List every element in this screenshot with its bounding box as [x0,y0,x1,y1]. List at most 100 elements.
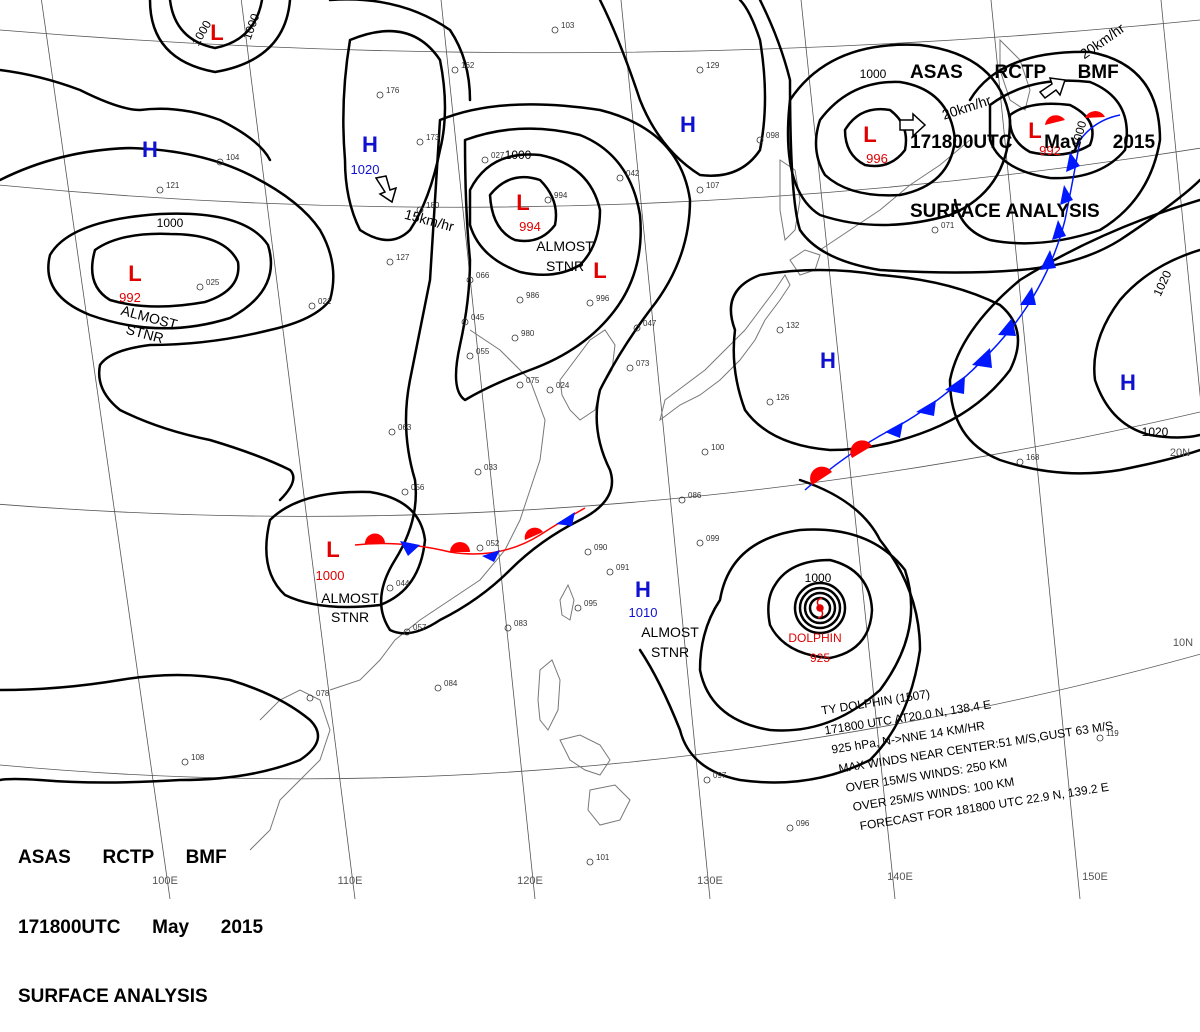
isobar-994-inner [488,175,558,243]
isobar-label: 1000 [1069,119,1090,149]
isobar-992ne-inner [1008,102,1094,157]
station-marker [584,548,592,556]
high-pressure-center: H [142,137,158,162]
station-marker [776,326,784,334]
isobar-east-1020 [1093,248,1200,439]
isobar-ty-5 [767,558,874,660]
station-pressure-label: 096 [796,819,810,828]
isobar-label: 1000 [805,571,832,585]
isobar-994-outermost [379,103,692,635]
high-pressure-center: H [635,577,651,602]
warm-front-symbol [850,440,872,458]
cold-front-symbol [916,400,936,416]
lon-label: 110E [338,875,363,887]
coast-hokkaido [789,249,821,276]
station-marker [678,496,686,504]
station-marker [401,488,409,496]
station-marker [461,318,469,326]
lat-label: 10N [1173,637,1193,649]
isobar-left-outer [0,146,335,502]
motion-arrows [374,77,1066,204]
station-pressure-label: 045 [471,313,485,322]
station-marker [574,604,582,612]
station-marker [756,136,764,144]
cold-front-symbol [1060,185,1073,205]
station-pressure-label: 095 [584,599,598,608]
header-top-right: ASAS RCTP BMF 171800UTC May 2015 SURFACE… [910,15,1155,247]
cold-front-symbol [945,376,965,394]
station-marker [516,296,524,304]
station-pressure-label: 996 [596,294,610,303]
station-marker [181,758,189,766]
coast-luzon [537,659,561,731]
station-pressure-label: 104 [226,153,240,162]
header-title: SURFACE ANALYSIS [910,201,1100,223]
isobar-1000-low [265,490,427,609]
station-pressure-label: 047 [643,319,657,328]
station-marker [633,324,641,332]
cold-front-symbol [1066,152,1080,172]
station-marker [1096,734,1104,742]
station-pressure-label: 075 [526,376,540,385]
station-pressure-label: 084 [444,679,458,688]
station-marker [626,364,634,372]
station-marker [696,539,704,547]
station-pressure-label: 066 [476,271,490,280]
station-marker [416,138,424,146]
station-pressure-label: 052 [486,539,500,548]
station-marker [386,258,394,266]
header-bottom-left: ASAS RCTP BMF 171800UTC May 2015 SURFACE… [18,800,263,1032]
station-pressure-label: 103 [561,21,575,30]
coast-taiwan [559,583,575,621]
cold-front-symbol [482,550,500,562]
station-pressure-label: 097 [713,771,727,780]
coast-indochina [249,689,331,851]
station-pressure-label: 107 [706,181,720,190]
station-marker [586,858,594,866]
high-pressure-value: 1020 [351,162,380,177]
isobar-label: 1000 [505,148,532,162]
low-pressure-center: L [128,261,141,286]
warm-front-symbol [1085,111,1105,118]
station-pressure-label: 980 [521,329,535,338]
station-marker [476,544,484,552]
header-title: SURFACE ANALYSIS [18,986,208,1008]
warm-front-symbol [810,466,832,485]
low-pressure-center: L [1028,118,1041,143]
low-pressure-value: 994 [519,219,541,234]
station-marker [451,66,459,74]
station-pressure-label: 044 [396,579,410,588]
station-marker [466,352,474,360]
isobars [0,0,1200,784]
station-pressure-label: 024 [556,381,570,390]
station-marker [434,684,442,692]
station-marker [546,386,554,394]
station-pressure-label: 129 [706,61,720,70]
station-pressure-label: 132 [786,321,800,330]
station-pressure-label: 101 [596,853,610,862]
station-pressure-label: 100 [711,443,725,452]
isobar-ring-tl-outer [148,0,292,74]
typhoon-name: DOLPHIN [788,631,841,645]
station-marker [216,158,224,166]
station-marker [766,398,774,406]
lon-label: 120E [517,875,543,887]
cold-front-symbol [998,318,1016,336]
station-marker [386,584,394,592]
isobar-ty-4 [793,581,847,635]
station-pressure-label: 042 [626,169,640,178]
station-pressure-label: 071 [941,221,955,230]
low-pressure-center: L [863,122,876,147]
motion-arrow-icon [899,112,927,138]
graticule-labels: 100E 110E 120E 130E 140E 150E 20N 10N [152,447,1193,887]
isobar-ring-992a [90,232,240,308]
lon-label: 100E [152,875,178,887]
lon-label: 140E [887,871,913,883]
front-west [354,507,586,562]
station-marker [696,186,704,194]
high-pressure-value: 1010 [629,605,658,620]
low-pressure-center: L [593,258,606,283]
station-reports: 994 980 986 996 066 045 055 033 063 052 021 078 083 0… [156,21,1119,866]
station-pressure-label: 180 [426,201,440,210]
